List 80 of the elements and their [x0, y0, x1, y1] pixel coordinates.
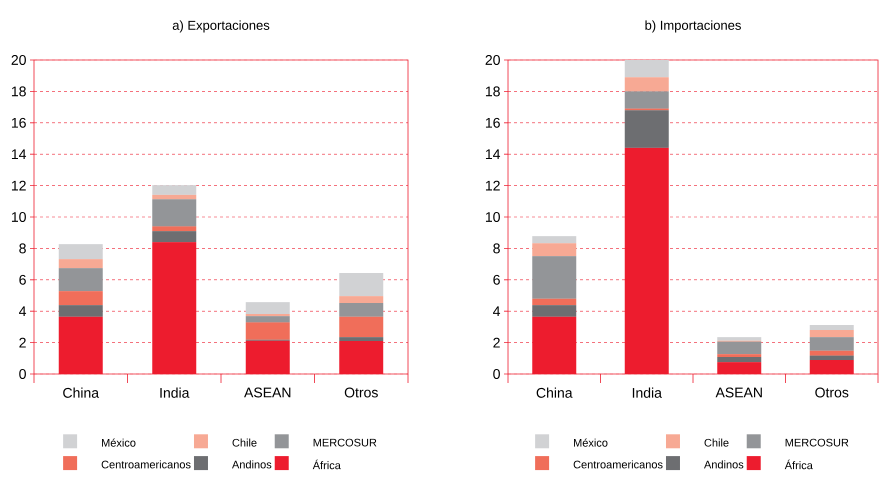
y-tick-label: 6	[19, 274, 26, 285]
legend-label: MERCOSUR	[314, 438, 376, 446]
y-tick-label: 8	[493, 243, 500, 254]
bar	[810, 337, 854, 351]
y-tick-label: 10	[486, 212, 500, 222]
bar	[58, 259, 103, 268]
y-tick-label: 14	[486, 149, 500, 160]
y-tick-label: 16	[12, 118, 26, 128]
y-tick-label: 12	[486, 180, 500, 190]
legend-label: Chile	[704, 438, 729, 447]
x-tick-label: China	[63, 388, 100, 398]
legend-label: Centroamericanos	[574, 460, 663, 468]
y-tick-label: 2	[19, 338, 26, 348]
y-tick-label: 4	[493, 306, 500, 316]
bar	[339, 303, 384, 317]
legend-label: África	[784, 460, 813, 470]
legend-label: México	[102, 438, 136, 447]
bar	[152, 194, 196, 200]
bar	[532, 305, 576, 317]
x-tick-label: ASEAN	[716, 388, 762, 398]
bar	[58, 268, 103, 292]
bar	[58, 244, 103, 260]
bar	[152, 199, 196, 226]
y-tick-label: 14	[12, 149, 26, 160]
bar	[532, 256, 576, 299]
y-tick-label: 2	[493, 338, 500, 348]
legend-label: Andinos	[704, 460, 744, 468]
legend-label: África	[312, 460, 341, 470]
bar	[152, 226, 196, 232]
legend-label: Chile	[232, 438, 257, 447]
bar	[624, 77, 669, 92]
y-tick-label: 6	[493, 274, 500, 285]
x-tick-label: China	[536, 388, 573, 398]
bar	[152, 231, 196, 242]
bar	[339, 273, 384, 296]
legend-label: Centroamericanos	[102, 460, 191, 468]
bar	[810, 356, 854, 360]
bar	[246, 316, 290, 322]
y-tick-label: 8	[19, 243, 26, 254]
x-tick-label: Otros	[815, 388, 848, 398]
bar	[810, 330, 854, 338]
bar	[339, 337, 384, 342]
bar	[532, 298, 576, 306]
bar	[717, 354, 762, 358]
bar	[532, 243, 576, 256]
chart-title: a) Exportaciones	[172, 20, 270, 32]
bar	[532, 236, 576, 244]
bar	[58, 305, 103, 317]
x-tick-label: India	[632, 388, 662, 398]
bar	[624, 91, 669, 109]
bar	[717, 342, 762, 354]
y-tick-label: 16	[486, 118, 500, 128]
x-tick-label: Otros	[344, 388, 378, 398]
bar	[58, 291, 103, 306]
bar	[152, 185, 196, 195]
y-tick-label: 20	[486, 55, 500, 65]
bar	[810, 350, 854, 356]
y-tick-label: 0	[493, 369, 500, 379]
x-tick-label: India	[160, 388, 190, 398]
y-tick-label: 0	[19, 369, 26, 379]
legend-label: México	[574, 438, 608, 447]
y-tick-label: 18	[12, 86, 26, 96]
bar	[717, 337, 762, 341]
legend-label: MERCOSUR	[786, 438, 848, 446]
bar	[810, 325, 854, 330]
y-tick-label: 18	[486, 86, 500, 96]
y-tick-label: 20	[12, 55, 26, 65]
y-tick-label: 10	[12, 212, 26, 222]
bar	[624, 110, 669, 148]
bar	[717, 357, 762, 362]
bar	[339, 316, 384, 338]
bar	[246, 302, 290, 314]
y-tick-label: 4	[18, 306, 26, 316]
chart-title: b) Importaciones	[645, 20, 741, 32]
bar	[246, 322, 290, 340]
bar	[624, 60, 669, 78]
bar	[339, 296, 384, 304]
y-tick-label: 12	[12, 180, 26, 190]
x-tick-label: ASEAN	[244, 388, 290, 398]
legend-label: Andinos	[232, 460, 272, 468]
